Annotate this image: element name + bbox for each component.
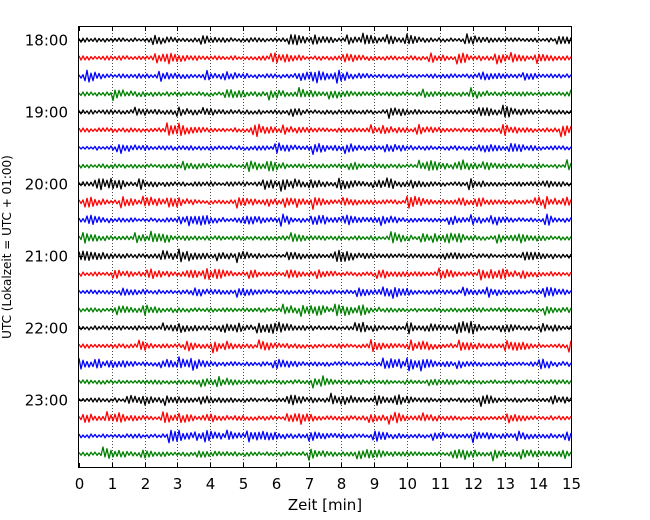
x-tick-label: 9 bbox=[370, 475, 380, 493]
trace-2230 bbox=[78, 356, 572, 372]
x-tick-label: 3 bbox=[173, 475, 183, 493]
y-tick-label: 19:00 bbox=[25, 104, 68, 122]
trace-2215 bbox=[78, 338, 572, 354]
y-tick-label: 20:00 bbox=[25, 176, 68, 194]
trace-1915 bbox=[78, 122, 572, 138]
trace-group bbox=[78, 32, 572, 462]
trace-2300 bbox=[78, 392, 572, 408]
x-tick-label: 13 bbox=[496, 475, 515, 493]
plot-frame bbox=[78, 26, 572, 468]
x-axis: 0 1 2 3 4 5 6 7 8 9 10 11 12 13 14 15 bbox=[75, 27, 581, 493]
trace-2100 bbox=[78, 248, 572, 264]
trace-2030 bbox=[78, 213, 572, 227]
trace-1815 bbox=[78, 51, 572, 65]
trace-2315 bbox=[78, 410, 572, 425]
x-tick-label: 15 bbox=[562, 475, 581, 493]
trace-2045 bbox=[78, 230, 572, 244]
trace-2145 bbox=[78, 303, 572, 317]
x-tick-label: 2 bbox=[141, 475, 151, 493]
x-tick-label: 1 bbox=[108, 475, 118, 493]
trace-2245 bbox=[78, 375, 572, 389]
trace-1900 bbox=[78, 104, 572, 119]
x-tick-label: 6 bbox=[272, 475, 282, 493]
trace-1930 bbox=[78, 142, 572, 156]
x-tick-label: 11 bbox=[431, 475, 450, 493]
y-axis-label: UTC (Lokalzeit = UTC + 01:00) bbox=[0, 155, 14, 339]
trace-2130 bbox=[78, 286, 572, 299]
trace-1830 bbox=[78, 69, 572, 84]
trace-2015 bbox=[78, 195, 572, 210]
trace-2200 bbox=[78, 320, 572, 335]
y-axis: 18:00 19:00 20:00 21:00 22:00 23:00 bbox=[25, 32, 571, 410]
vertical-grid bbox=[112, 27, 539, 467]
trace-2115 bbox=[78, 267, 572, 281]
y-tick-label: 21:00 bbox=[25, 248, 68, 266]
x-tick-label: 0 bbox=[75, 475, 85, 493]
x-axis-label: Zeit [min] bbox=[288, 496, 362, 514]
y-tick-label: 22:00 bbox=[25, 320, 68, 338]
y-tick-label: 18:00 bbox=[25, 32, 68, 50]
trace-1800 bbox=[78, 32, 572, 46]
x-tick-label: 5 bbox=[239, 475, 249, 493]
x-tick-label: 10 bbox=[398, 475, 417, 493]
trace-1845 bbox=[78, 86, 572, 102]
x-tick-label: 8 bbox=[337, 475, 347, 493]
x-tick-label: 4 bbox=[206, 475, 216, 493]
y-tick-label: 23:00 bbox=[25, 392, 68, 410]
x-tick-label: 14 bbox=[529, 475, 548, 493]
trace-2345 bbox=[78, 446, 572, 462]
x-tick-label: 7 bbox=[305, 475, 315, 493]
x-tick-label: 12 bbox=[464, 475, 483, 493]
trace-1945 bbox=[78, 159, 572, 173]
trace-2330 bbox=[78, 429, 572, 444]
trace-2000 bbox=[78, 177, 572, 192]
